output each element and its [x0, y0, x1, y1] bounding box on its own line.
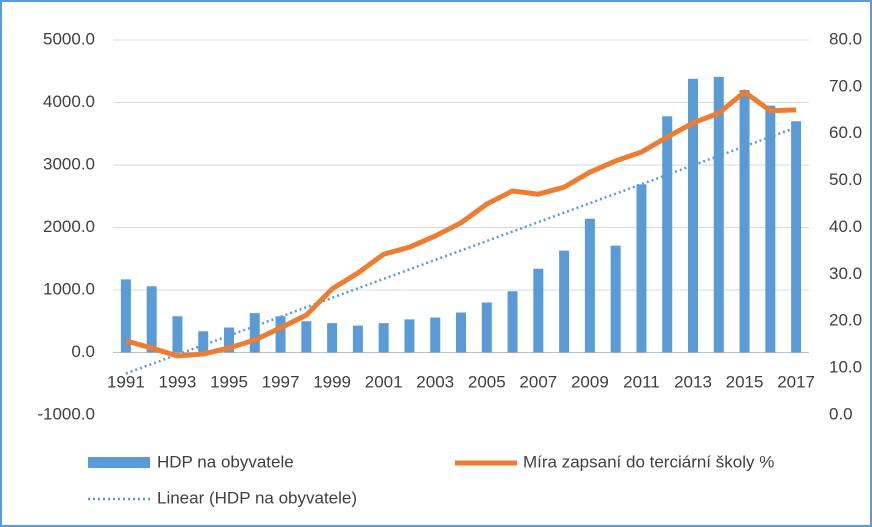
x-tick-label: 2017 [777, 372, 815, 391]
x-tick-label: 2011 [623, 372, 660, 391]
bar [610, 245, 621, 353]
y2-tick-label: 60.0 [829, 123, 862, 142]
legend-label: Míra zapsaní do terciární školy % [523, 452, 774, 471]
legend-swatch [88, 457, 150, 468]
y2-tick-label: 0.0 [829, 404, 853, 423]
bar [456, 312, 466, 353]
bar [713, 76, 724, 353]
bar [662, 116, 673, 353]
legend-label: HDP na obyvatele [157, 452, 294, 471]
bar [636, 184, 647, 353]
y-tick-label: 5000.0 [43, 29, 95, 48]
x-tick-label: 1999 [313, 372, 351, 391]
bar [352, 325, 363, 353]
x-tick-label: 1995 [210, 372, 248, 391]
y2-tick-label: 30.0 [829, 264, 862, 283]
y2-tick-label: 10.0 [829, 358, 862, 377]
y-tick-label: 3000.0 [43, 154, 95, 173]
y-tick-label: 2000.0 [43, 217, 95, 236]
bar [146, 286, 157, 353]
bar [172, 316, 183, 353]
x-tick-label: 2003 [416, 372, 454, 391]
y2-tick-label: 80.0 [829, 29, 862, 48]
bar [688, 78, 698, 353]
bar [378, 323, 389, 353]
bar [275, 316, 286, 353]
y-tick-label: 0.0 [71, 342, 95, 361]
bar [739, 90, 750, 353]
x-tick-label: 1997 [262, 372, 300, 391]
x-tick-label: 2001 [365, 372, 403, 391]
x-tick-label: 2009 [571, 372, 609, 391]
y2-tick-label: 50.0 [829, 170, 862, 189]
bar [430, 317, 441, 353]
bar [584, 218, 595, 353]
bar [791, 121, 802, 353]
bar [224, 327, 234, 353]
bar [481, 302, 492, 353]
x-tick-label: 2015 [726, 372, 764, 391]
y2-tick-label: 20.0 [829, 311, 862, 330]
bar [301, 321, 312, 353]
bar [327, 323, 338, 353]
x-tick-label: 2005 [468, 372, 506, 391]
bar [533, 268, 544, 353]
x-tick-label: 2007 [519, 372, 557, 391]
bar [559, 250, 570, 353]
y2-tick-label: 40.0 [829, 217, 862, 236]
y2-tick-label: 70.0 [829, 76, 862, 95]
bar [765, 105, 776, 353]
bar [404, 319, 415, 353]
bar [507, 291, 518, 353]
y-tick-label: -1000.0 [37, 404, 95, 423]
bar [120, 279, 131, 353]
trendline [125, 126, 797, 375]
y-tick-label: 1000.0 [43, 279, 95, 298]
legend-label: Linear (HDP na obyvatele) [157, 488, 357, 507]
x-tick-label: 1991 [107, 372, 145, 391]
bar [198, 331, 209, 353]
y-tick-label: 4000.0 [43, 92, 95, 111]
x-tick-label: 2013 [674, 372, 712, 391]
x-tick-label: 1993 [159, 372, 197, 391]
bar [249, 313, 260, 353]
line [125, 89, 797, 359]
